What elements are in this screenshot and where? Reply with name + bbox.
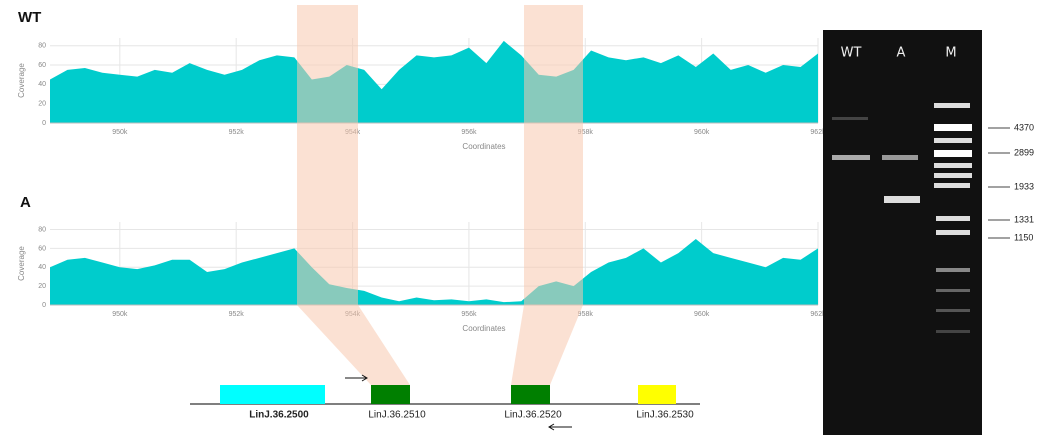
- primer-arrow: [549, 424, 572, 430]
- gel-band: [936, 289, 970, 292]
- gel-band: [936, 268, 970, 272]
- marker-label: 4370: [1014, 122, 1034, 132]
- chart-title: WT: [18, 9, 41, 26]
- gel-band: [934, 163, 972, 168]
- gel-band: [832, 155, 870, 160]
- x-tick-label: 956k: [461, 311, 477, 318]
- x-tick-label: 950k: [112, 129, 128, 136]
- gel-band: [882, 155, 918, 160]
- gel-band: [934, 103, 970, 108]
- y-tick-label: 80: [38, 43, 46, 50]
- gel-band: [936, 330, 970, 333]
- gene-label: LinJ.36.2520: [504, 410, 562, 421]
- marker-label: 1933: [1014, 181, 1034, 191]
- x-axis-label: Coordinates: [462, 324, 505, 333]
- marker-label: 2899: [1014, 147, 1034, 157]
- gene-box: [638, 385, 676, 404]
- y-tick-label: 80: [38, 226, 46, 233]
- gel-band: [936, 216, 970, 221]
- y-axis-label: Coverage: [17, 246, 26, 281]
- gene-box: [220, 385, 325, 404]
- gel-band: [832, 117, 868, 120]
- figure: 020406080950k952k954k956k958k960k962kWTC…: [0, 0, 1043, 435]
- primer-arrow: [345, 375, 367, 381]
- coverage-area: [50, 41, 818, 123]
- y-tick-label: 60: [38, 62, 46, 69]
- x-tick-label: 950k: [112, 311, 128, 318]
- gene-label: LinJ.36.2500: [249, 410, 309, 421]
- y-tick-label: 40: [38, 81, 46, 88]
- y-tick-label: 20: [38, 283, 46, 290]
- x-tick-label: 956k: [461, 129, 477, 136]
- y-tick-label: 0: [42, 120, 46, 127]
- gel-band: [936, 309, 970, 312]
- gene-box: [371, 385, 410, 404]
- lane-label: WT: [841, 46, 862, 61]
- x-tick-label: 960k: [694, 311, 710, 318]
- lane-label: A: [897, 46, 906, 61]
- gene-label: LinJ.36.2530: [636, 410, 694, 421]
- marker-lines: [988, 128, 1010, 238]
- y-tick-label: 0: [42, 302, 46, 309]
- gel-image: WT A M 4370 2899: [823, 30, 1034, 435]
- marker-label: 1331: [1014, 214, 1034, 224]
- gel-band: [936, 230, 970, 235]
- lane-label: M: [945, 46, 956, 61]
- x-tick-label: 960k: [694, 129, 710, 136]
- x-tick-label: 952k: [229, 311, 245, 318]
- gel-band: [934, 183, 970, 188]
- deletion-band: [297, 5, 410, 385]
- gene-map: LinJ.36.2500 LinJ.36.2510 LinJ.36.2520 L…: [190, 375, 700, 430]
- x-axis-label: Coordinates: [462, 142, 505, 151]
- marker-label: 1150: [1014, 232, 1033, 242]
- gel-band: [934, 173, 972, 178]
- chart-title: A: [20, 194, 31, 211]
- y-tick-label: 60: [38, 245, 46, 252]
- y-tick-label: 20: [38, 101, 46, 108]
- gel-band: [934, 138, 972, 143]
- gel-band: [934, 150, 972, 157]
- gel-band: [884, 196, 920, 203]
- y-tick-label: 40: [38, 264, 46, 271]
- x-tick-label: 952k: [229, 129, 245, 136]
- y-axis-label: Coverage: [17, 63, 26, 98]
- gel-band: [934, 124, 972, 131]
- gene-label: LinJ.36.2510: [368, 410, 426, 421]
- gene-box: [511, 385, 550, 404]
